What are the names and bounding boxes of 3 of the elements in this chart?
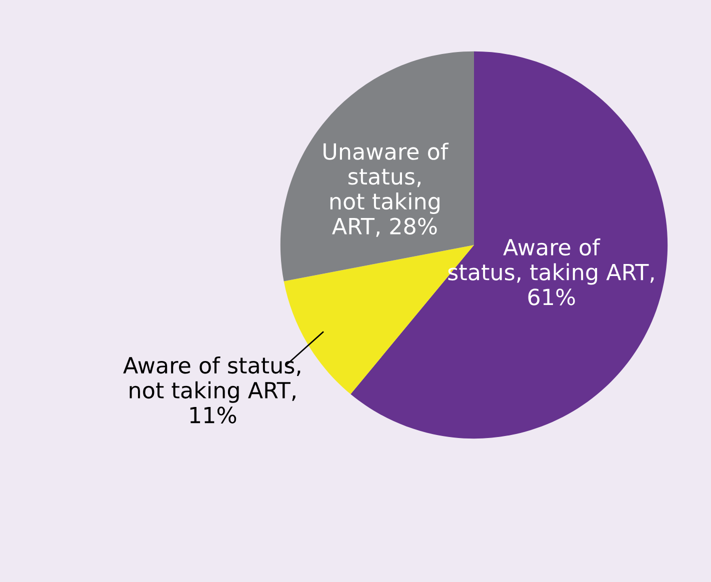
slice-label: Unaware of status, not taking ART, 28% [324,142,449,237]
slice-label: Aware of status, taking ART, 61% [448,238,654,306]
slice-label: Aware of status, not taking ART, 11% [123,356,300,424]
